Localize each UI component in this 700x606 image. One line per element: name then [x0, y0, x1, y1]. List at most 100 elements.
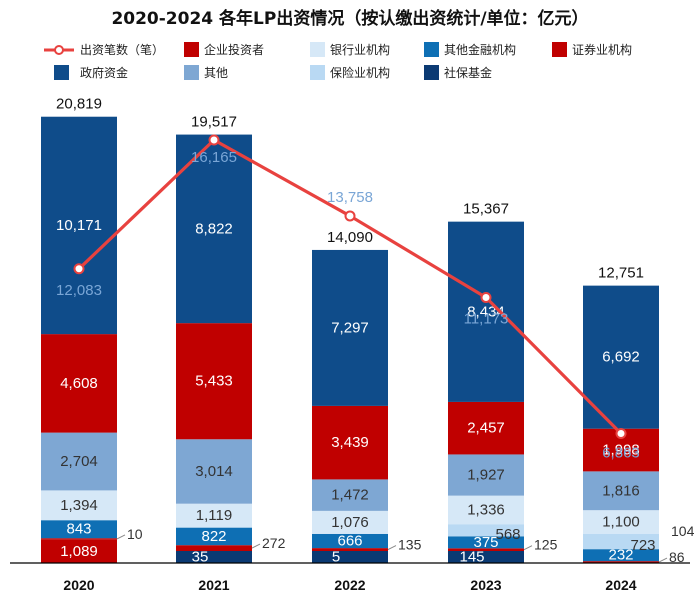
legend-item-bank: 银行业机构 [310, 42, 390, 57]
bar-segment-2023-3 [448, 536, 524, 549]
bar-segment-2022-3 [312, 533, 388, 549]
bar-segment-2020-5 [41, 490, 117, 521]
leader-line-2023-2 [523, 545, 533, 551]
legend: 出资笔数（笔） 企业投资者 银行业机构 其他金融机构 证券业机构 政府资金 其他 [44, 42, 632, 80]
segment-label-2021-7: 5,433 [195, 373, 233, 390]
total-label-2023: 15,367 [463, 201, 509, 218]
segment-label-2022-0: 5 [332, 549, 340, 566]
bar-segment-2022-0 [312, 551, 388, 563]
count-marker-2024 [615, 427, 627, 439]
legend-item-government: 政府资金 [54, 65, 128, 80]
count-marker-2021 [208, 134, 220, 146]
count-label-2021: 16,165 [191, 149, 237, 166]
bar-segment-2020-1 [41, 539, 117, 563]
bar-segment-2022-7 [312, 405, 388, 480]
count-label-2023: 11,173 [464, 310, 509, 327]
total-label-2022: 14,090 [327, 229, 373, 246]
segment-label-2023-3: 375 [473, 534, 498, 551]
bar-segment-2023-8 [448, 221, 524, 402]
bar-segment-2022-8 [312, 249, 388, 406]
count-marker-2020 [73, 263, 85, 275]
bar-segment-2022-5 [312, 510, 388, 534]
bar-segment-2020-2 [41, 538, 117, 540]
x-tick-2021: 2021 [198, 577, 229, 593]
bar-segment-2023-2 [448, 548, 524, 551]
segment-label-2020-7: 4,608 [60, 375, 98, 392]
bar-segment-2023-7 [448, 401, 524, 455]
legend-item-other: 其他 [184, 65, 228, 80]
bar-segment-2020-3 [41, 520, 117, 539]
legend-swatch-insurance [310, 65, 325, 80]
legend-swatch-bank [310, 42, 325, 57]
bar-segment-2024-4 [583, 533, 659, 550]
bar-segment-2020-8 [41, 116, 117, 335]
legend-label-line: 出资笔数（笔） [80, 42, 164, 57]
bar-area: 1,089 10 843 1,394 2,704 4,608 10,171 20,819 35 2… [41, 96, 695, 566]
legend-swatch-other-finance [424, 42, 439, 57]
segment-label-2024-5: 1,100 [602, 513, 640, 530]
legend-line-marker [54, 45, 64, 55]
x-tick-2020: 2020 [63, 577, 94, 593]
bar-segment-2024-8 [583, 285, 659, 429]
outside-label-2024-2: 86 [669, 549, 685, 565]
segment-label-2023-6: 1,927 [467, 467, 505, 484]
segment-label-2024-3: 232 [608, 547, 633, 564]
bar-segment-2021-0 [176, 551, 252, 563]
extra-outside-label-2024-0: 104 [671, 523, 695, 539]
bar-segment-2024-2 [583, 561, 659, 563]
x-tick-2024: 2024 [605, 577, 636, 593]
bar-segment-2021-5 [176, 503, 252, 528]
count-marker-2022 [344, 210, 356, 222]
outside-label-2023-2: 125 [534, 537, 558, 553]
segment-label-2020-6: 2,704 [60, 453, 98, 470]
outside-label-2021-2: 272 [262, 535, 286, 551]
segment-label-2020-8: 10,171 [56, 217, 102, 234]
x-tick-2023: 2023 [470, 577, 501, 593]
bar-segment-2023-4 [448, 524, 524, 537]
segment-label-2022-6: 1,472 [331, 487, 369, 504]
legend-swatch-social-security [424, 65, 439, 80]
legend-swatch-other [184, 65, 199, 80]
bar-segment-2021-2 [176, 545, 252, 551]
legend-item-social-security: 社保基金 [424, 65, 492, 80]
segment-label-2023-5: 1,336 [467, 501, 505, 518]
count-marker-2023 [480, 291, 492, 303]
bar-segment-2023-0 [448, 551, 524, 563]
legend-label-government: 政府资金 [80, 65, 128, 80]
legend-item-line: 出资笔数（笔） [44, 42, 164, 57]
x-tick-2022: 2022 [334, 577, 365, 593]
segment-label-2022-7: 3,439 [331, 434, 369, 451]
bar-segment-2021-6 [176, 439, 252, 504]
count-label-2022: 13,758 [327, 189, 373, 206]
bar-segment-2020-6 [41, 432, 117, 491]
bar-segment-2020-7 [41, 334, 117, 433]
segment-label-2021-8: 8,822 [195, 220, 233, 237]
segment-label-2024-8: 6,692 [602, 349, 640, 366]
leader-line-2024-2 [658, 557, 668, 563]
segment-label-2021-0: 35 [192, 549, 209, 566]
count-label-2024: 6,863 [602, 444, 640, 461]
legend-label-social-security: 社保基金 [444, 65, 492, 80]
segment-label-2022-3: 666 [337, 532, 362, 549]
legend-label-other: 其他 [204, 66, 228, 80]
legend-item-securities: 证券业机构 [552, 42, 632, 57]
count-label-2020: 12,083 [56, 282, 102, 299]
legend-item-other-finance: 其他金融机构 [424, 42, 516, 57]
outside-label-2020-2: 10 [127, 526, 143, 542]
legend-label-bank: 银行业机构 [330, 42, 390, 57]
segment-label-2021-3: 822 [201, 528, 226, 545]
bar-segment-2021-7 [176, 323, 252, 440]
segment-label-2024-7: 1,998 [602, 442, 640, 459]
segment-label-2024-4: 723 [630, 537, 655, 554]
segment-label-2020-3: 843 [66, 521, 91, 538]
total-label-2021: 19,517 [191, 114, 237, 131]
segment-label-2022-8: 7,297 [331, 319, 369, 336]
outside-label-2022-2: 135 [398, 537, 422, 553]
legend-label-other-finance: 其他金融机构 [444, 42, 516, 57]
segment-label-2021-5: 1,119 [196, 507, 232, 524]
x-axis-labels: 2020 2021 2022 2023 2024 [63, 577, 636, 593]
total-label-2024: 12,751 [598, 265, 644, 282]
legend-label-insurance: 保险业机构 [330, 65, 390, 80]
bar-segment-2022-2 [312, 548, 388, 551]
bar-segment-2022-6 [312, 479, 388, 511]
